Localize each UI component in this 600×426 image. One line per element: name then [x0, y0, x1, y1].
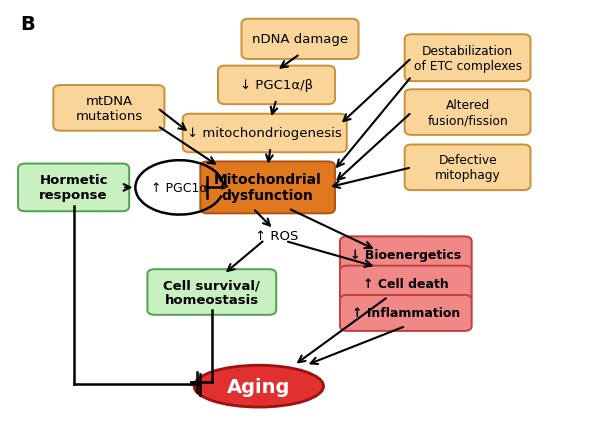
- FancyBboxPatch shape: [182, 115, 347, 153]
- FancyBboxPatch shape: [148, 270, 276, 315]
- Text: ↑ PGC1α: ↑ PGC1α: [151, 181, 208, 194]
- FancyBboxPatch shape: [340, 266, 472, 302]
- FancyBboxPatch shape: [200, 162, 335, 214]
- Text: Mitochondrial
dysfunction: Mitochondrial dysfunction: [214, 173, 322, 203]
- FancyBboxPatch shape: [340, 237, 472, 273]
- FancyBboxPatch shape: [404, 35, 530, 82]
- FancyBboxPatch shape: [218, 66, 335, 105]
- Text: Aging: Aging: [227, 377, 290, 396]
- Text: Destabilization
of ETC complexes: Destabilization of ETC complexes: [413, 45, 521, 72]
- Text: ↓ PGC1α/β: ↓ PGC1α/β: [240, 79, 313, 92]
- Text: ↓ Bioenergetics: ↓ Bioenergetics: [350, 248, 461, 261]
- FancyBboxPatch shape: [404, 90, 530, 135]
- FancyBboxPatch shape: [53, 86, 164, 131]
- Text: ↑ ROS: ↑ ROS: [255, 230, 298, 242]
- Text: Hormetic
response: Hormetic response: [40, 174, 108, 202]
- Text: Cell survival/
homeostasis: Cell survival/ homeostasis: [163, 278, 260, 306]
- FancyBboxPatch shape: [340, 295, 472, 331]
- Text: B: B: [21, 14, 35, 34]
- FancyBboxPatch shape: [404, 145, 530, 191]
- Text: Defective
mitophagy: Defective mitophagy: [435, 154, 500, 182]
- FancyBboxPatch shape: [18, 164, 129, 212]
- Text: mtDNA
mutations: mtDNA mutations: [75, 95, 143, 123]
- Text: Altered
fusion/fission: Altered fusion/fission: [427, 99, 508, 127]
- Ellipse shape: [194, 366, 323, 407]
- FancyBboxPatch shape: [241, 20, 359, 60]
- Text: nDNA damage: nDNA damage: [252, 33, 348, 46]
- Text: ↑ Inflammation: ↑ Inflammation: [352, 307, 460, 320]
- Text: ↑ Cell death: ↑ Cell death: [363, 277, 449, 291]
- Text: ↓ mitochondriogenesis: ↓ mitochondriogenesis: [187, 127, 342, 140]
